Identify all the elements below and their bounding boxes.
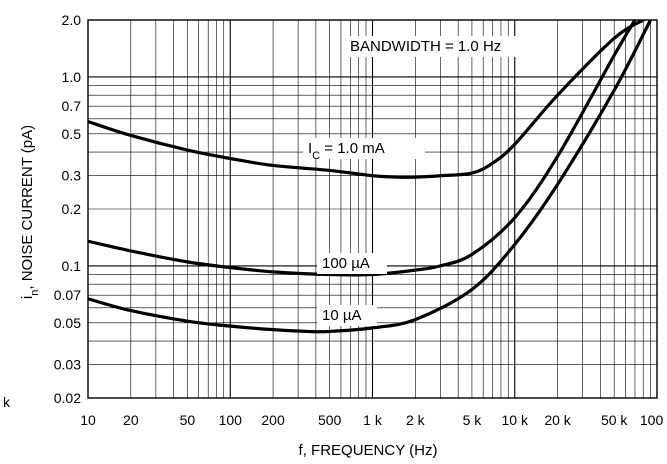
y-axis-title-subscript: n: [29, 290, 41, 296]
x-axis-title: f, FREQUENCY (Hz): [299, 442, 438, 459]
x-tick-label: 50: [180, 412, 196, 428]
series-label-sub: C: [312, 150, 320, 162]
series-label-10ua: 10 µA: [322, 307, 362, 324]
x-tick-label: 100: [219, 412, 243, 428]
series-label-main: I: [308, 140, 312, 157]
y-tick-label: 1.0: [62, 69, 82, 85]
curve-10ua: [88, 20, 653, 334]
y-tick-label: 0.05: [54, 315, 81, 331]
x-tick-label: 100 k: [640, 412, 667, 428]
x-tick-label: 1 k: [363, 412, 383, 428]
x-tick-labels: 10 20 50 100 200 500 1 k 2 k 5 k 10 k 20 k 50 k 100 …: [80, 412, 667, 428]
curves: [88, 20, 653, 334]
y-tick-label: 2.0: [62, 12, 82, 28]
x-tick-label: 10: [80, 412, 96, 428]
series-label-ic-1ma: IC = 1.0 mA: [308, 140, 385, 162]
y-tick-label: 0.3: [62, 168, 82, 184]
y-axis-title-main: i: [19, 296, 36, 299]
stray-k-label: k: [3, 394, 11, 410]
plot-frame: [87, 19, 658, 399]
bandwidth-annotation: BANDWIDTH = 1.0 Hz: [350, 38, 501, 55]
y-tick-label: 0.03: [54, 357, 81, 373]
x-tick-label: 20: [123, 412, 139, 428]
series-label-rest: = 1.0 mA: [320, 140, 385, 157]
x-tick-label: 500: [318, 412, 342, 428]
y-axis-title-rest: , NOISE CURRENT (pA): [19, 125, 36, 290]
x-tick-label: 200: [261, 412, 285, 428]
curve-100ua: [88, 20, 637, 277]
y-tick-label: 0.7: [62, 98, 82, 114]
y-tick-label: 0.02: [54, 390, 81, 406]
series-label-100ua: 100 µA: [322, 255, 370, 272]
y-axis-title: in, NOISE CURRENT (pA): [19, 125, 41, 299]
x-tick-label: 20 k: [544, 412, 571, 428]
y-tick-labels: 2.0 1.0 0.7 0.5 0.3 0.2 0.1 0.07 0.05 0.03 0.02: [54, 12, 81, 406]
x-tick-label: 5 k: [463, 412, 483, 428]
x-tick-label: 10 k: [502, 412, 529, 428]
series-label-ic-1ma-bg: [303, 138, 425, 159]
y-tick-label: 0.5: [62, 126, 82, 142]
series-label-10ua-bg: [317, 305, 377, 326]
y-tick-label: 0.07: [54, 287, 81, 303]
grid: [87, 19, 658, 399]
series-label-100ua-bg: [317, 253, 387, 274]
y-tick-label: 0.1: [62, 258, 82, 274]
y-tick-label: 0.2: [62, 201, 82, 217]
x-tick-label: 50 k: [601, 412, 628, 428]
bandwidth-annotation-bg: [345, 36, 533, 57]
curve-ic-1ma: [88, 20, 645, 179]
x-tick-label: 2 k: [406, 412, 426, 428]
series-labels: BANDWIDTH = 1.0 Hz IC = 1.0 mA 100 µA 10 µA: [303, 36, 533, 326]
